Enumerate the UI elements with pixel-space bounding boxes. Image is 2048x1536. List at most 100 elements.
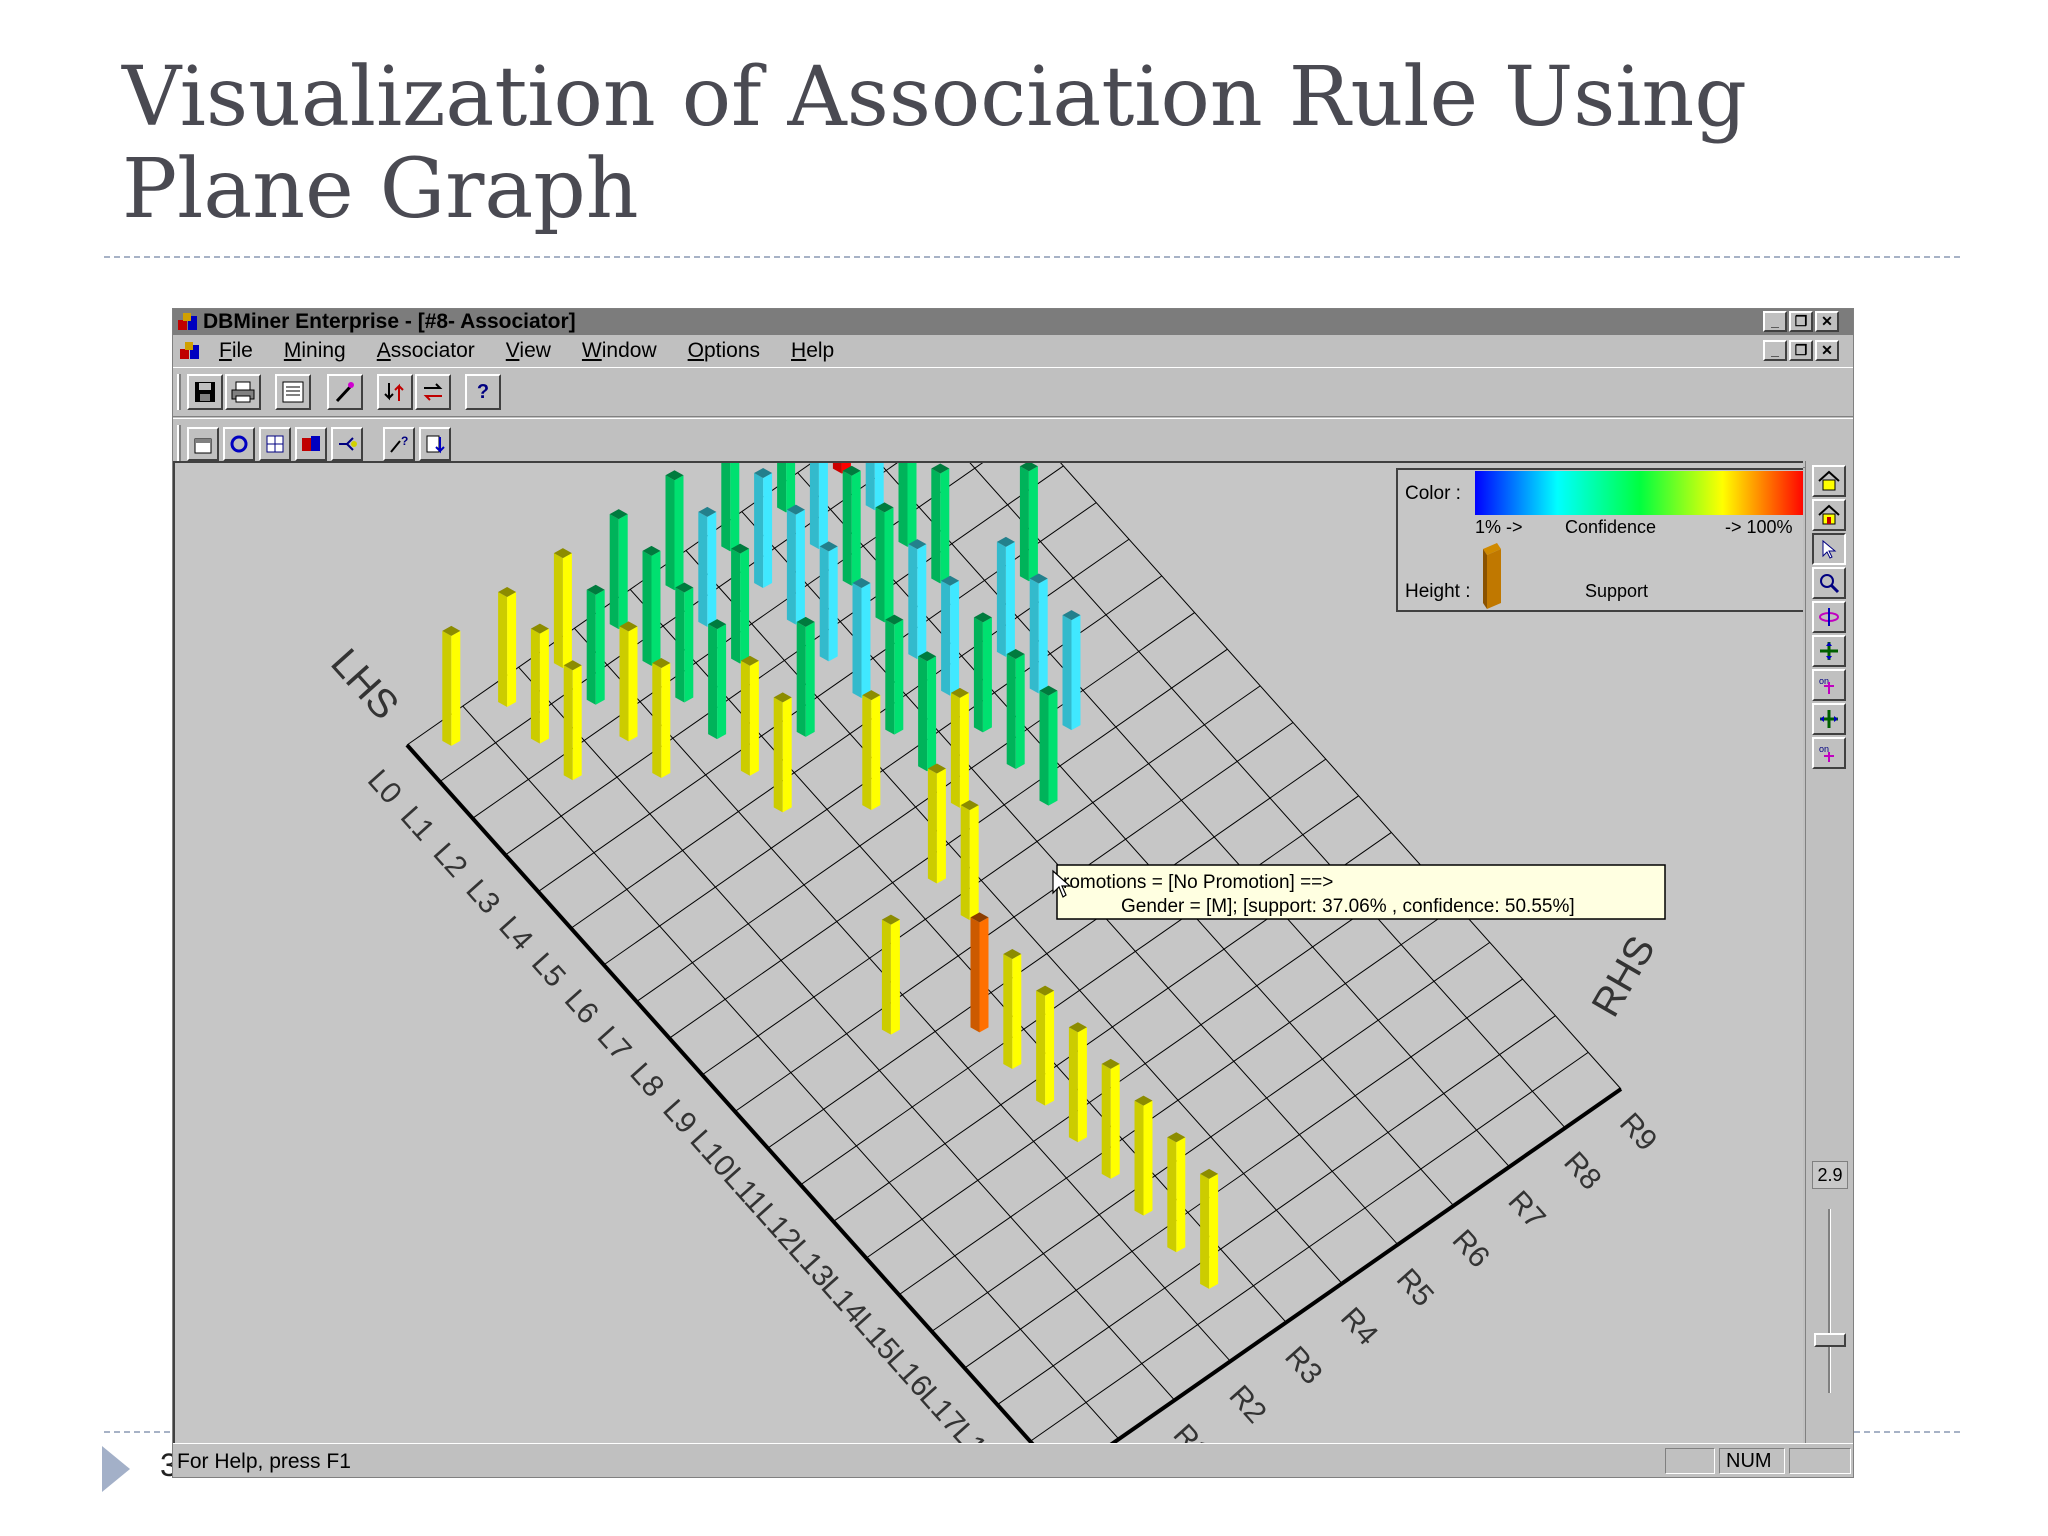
- help-button[interactable]: ?: [465, 374, 501, 410]
- zoom-button[interactable]: [1812, 567, 1846, 599]
- close-button[interactable]: ✕: [1815, 311, 1839, 332]
- doc-close-button[interactable]: ✕: [1815, 340, 1839, 361]
- menu-mining[interactable]: Mining: [282, 339, 348, 363]
- zoom-slider-thumb[interactable]: [1814, 1333, 1846, 1347]
- menu-window[interactable]: Window: [580, 339, 659, 363]
- bar-L5-R3: [773, 692, 792, 813]
- bar-L8-R6: [1039, 685, 1058, 806]
- bar-right-face: [894, 619, 904, 735]
- toolbar-grip[interactable]: [177, 374, 181, 410]
- bar-left-face: [796, 621, 806, 737]
- bar-left-face: [973, 617, 983, 733]
- pointer-button[interactable]: [1812, 533, 1846, 565]
- restore-button[interactable]: ❐: [1789, 311, 1813, 332]
- doc-minimize-button[interactable]: _: [1763, 340, 1787, 361]
- lhs-tick-label: L3: [459, 874, 506, 921]
- bar-left-face: [553, 553, 563, 669]
- bar-top-face: [941, 575, 960, 586]
- export-button[interactable]: [419, 427, 451, 461]
- chart-viewport[interactable]: L0 L1 L2 L3 L4 L5 L6 L7 L8 L9 L10 L11 L12 L13 L14 L15 L1…: [173, 353, 1808, 1477]
- bar-right-face: [874, 395, 884, 511]
- bar-left-face: [881, 919, 891, 1035]
- bar-left-face: [665, 475, 675, 591]
- tree-button[interactable]: [331, 427, 363, 461]
- rule-tooltip: romotions = [No Promotion] ==> Gender = …: [1056, 864, 1666, 920]
- menu-accelerator: W: [581, 339, 602, 362]
- title-bar[interactable]: DBMiner Enterprise - [#8- Associator] _ …: [173, 309, 1853, 335]
- query-button[interactable]: ?: [383, 427, 415, 461]
- bar-right-face: [1045, 990, 1055, 1106]
- lhs-tick-label: L2: [427, 837, 474, 884]
- doc-restore-button[interactable]: ❐: [1789, 340, 1813, 361]
- scale-button[interactable]: on: [1812, 669, 1846, 701]
- rotate-button[interactable]: [1812, 601, 1846, 633]
- sort-button[interactable]: [377, 374, 413, 410]
- bar-L3-R2: [652, 658, 671, 779]
- grid-line-rhs: [964, 355, 1622, 1090]
- home-button[interactable]: [1812, 465, 1846, 497]
- rhs-tick-label: R5: [1390, 1262, 1440, 1313]
- minimize-button[interactable]: _: [1763, 311, 1787, 332]
- slide-title: Visualization of Association Rule Using …: [122, 52, 1902, 236]
- bar-top-face: [973, 612, 992, 623]
- save-button[interactable]: [187, 374, 223, 410]
- bar-right-face: [959, 692, 969, 808]
- bar-left-face: [698, 511, 708, 627]
- list-icon: [282, 381, 304, 403]
- title-divider: [104, 256, 1960, 258]
- bar-right-face: [730, 436, 740, 552]
- toolbar-grip-2[interactable]: [177, 425, 181, 461]
- menu-associator[interactable]: Associator: [375, 339, 477, 363]
- association-plane-graph[interactable]: L0L1L2L3L4L5L6L7L8L9L10L11L12L13L14L15L1…: [175, 353, 1808, 1477]
- menu-help[interactable]: Help: [789, 339, 836, 363]
- menu-file[interactable]: File: [217, 339, 255, 363]
- bar-L2-R4: [731, 543, 750, 664]
- bar-right-face: [1038, 578, 1048, 694]
- bar-top-face: [754, 468, 773, 479]
- bar-top-face: [875, 502, 894, 513]
- swap-button[interactable]: [415, 374, 451, 410]
- bar-left-face: [1036, 990, 1046, 1106]
- document-icon[interactable]: [179, 340, 201, 362]
- list-view-button[interactable]: [275, 374, 311, 410]
- slide-title-line-1: Visualization of Association Rule Using: [122, 50, 1747, 145]
- bar-L1-R2: [586, 584, 605, 705]
- tree-icon: [339, 437, 357, 451]
- home-alt-button[interactable]: [1812, 499, 1846, 531]
- grid-button[interactable]: [259, 427, 291, 461]
- menu-options[interactable]: Options: [686, 339, 762, 363]
- pan-button[interactable]: [1812, 703, 1846, 735]
- scale-alt-button[interactable]: on: [1812, 737, 1846, 769]
- bar-left-face: [1019, 466, 1029, 582]
- properties-button[interactable]: [187, 427, 219, 461]
- bar-right-face: [749, 660, 759, 776]
- bar-right-face: [851, 470, 861, 586]
- app-window: DBMiner Enterprise - [#8- Associator] _ …: [172, 308, 1854, 1478]
- svg-text:on: on: [1819, 744, 1829, 754]
- menu-view[interactable]: View: [504, 339, 553, 363]
- bar-L1-R1: [530, 623, 549, 744]
- bar-L0-R3: [609, 509, 628, 630]
- bar-left-face: [1039, 690, 1049, 806]
- bar-left-face: [885, 619, 895, 735]
- wizard-button[interactable]: [327, 374, 363, 410]
- color-button[interactable]: [295, 427, 327, 461]
- bar-top-face: [927, 763, 946, 774]
- bar-left-face: [563, 665, 573, 781]
- bar-right-face: [1012, 953, 1022, 1069]
- bar-L0-R5: [721, 431, 740, 552]
- zoom-slider-track[interactable]: [1828, 1209, 1831, 1393]
- bar-L6-R4: [862, 690, 881, 811]
- wand-icon: [335, 382, 354, 403]
- lhs-axis-edge: [405, 743, 1065, 1477]
- bar-L5-R6: [941, 575, 960, 696]
- bar-top-face: [553, 548, 572, 559]
- refresh-button[interactable]: [223, 427, 255, 461]
- print-button[interactable]: [225, 374, 261, 410]
- bar-L9-R4: [960, 800, 979, 921]
- bar-left-face: [1200, 1173, 1210, 1289]
- bar-left-face: [809, 434, 819, 550]
- bar-top-face: [918, 651, 937, 662]
- bar-L2-R3: [675, 582, 694, 703]
- move-button[interactable]: [1812, 635, 1846, 667]
